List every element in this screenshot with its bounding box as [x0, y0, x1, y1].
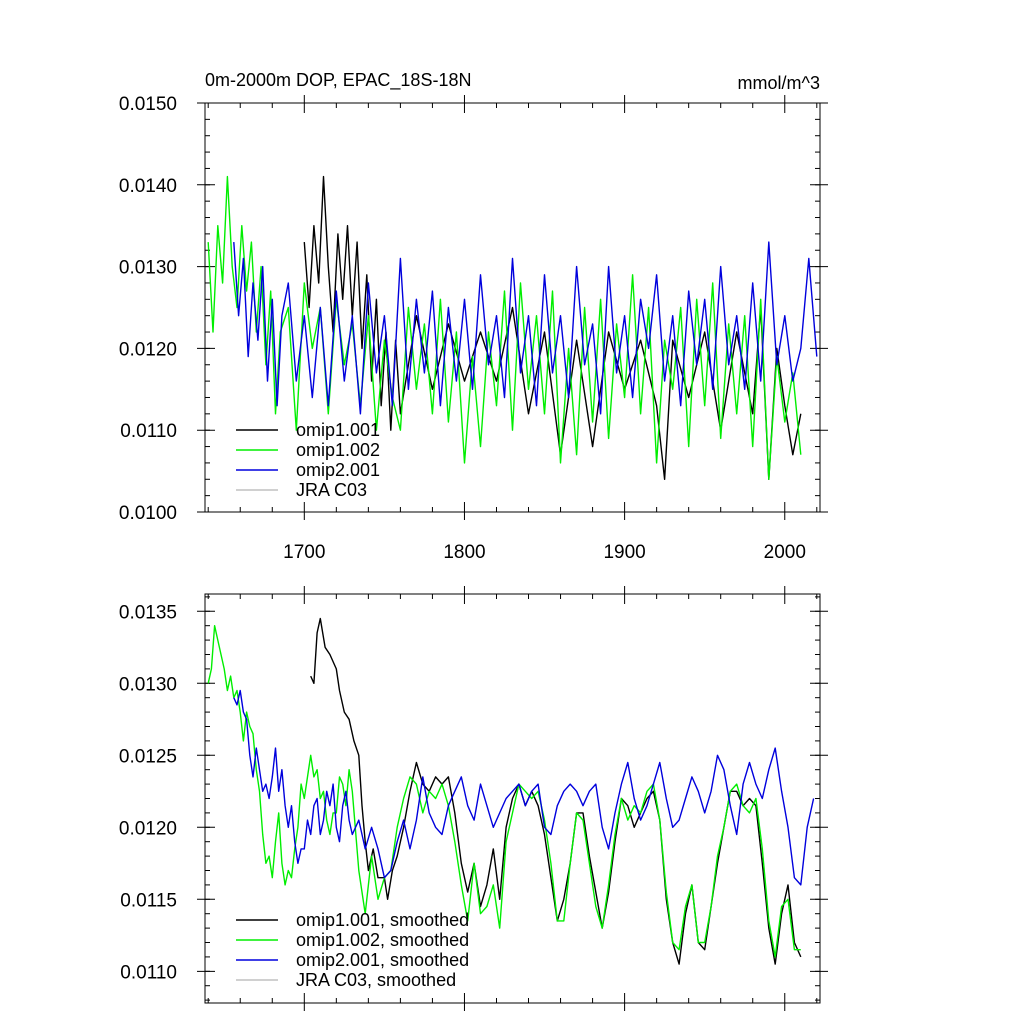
x-tick-label: 2000: [764, 542, 806, 563]
y-tick-label: 0.0120: [119, 818, 177, 839]
series-line-omip2-001-smoothed: [233, 689, 815, 886]
y-tick-label: 0.0135: [119, 602, 177, 623]
legend-label: omip1.002: [296, 440, 380, 460]
series-group: [207, 617, 815, 965]
y-tick-label: 0.0120: [119, 339, 177, 360]
legend-label: JRA C03, smoothed: [296, 970, 456, 990]
legend-label: omip1.001, smoothed: [296, 910, 469, 930]
y-tick-label: 0.0130: [119, 674, 177, 695]
y-tick-label: 0.0110: [120, 962, 177, 983]
chart-title: 0m-2000m DOP, EPAC_18S-18N: [205, 70, 471, 91]
series-line-omip1-002-smoothed: [207, 625, 801, 958]
units-label: mmol/m^3: [738, 73, 820, 93]
series-line-omip1-002: [207, 175, 802, 480]
series-group: [207, 175, 818, 480]
y-tick-label: 0.0100: [119, 503, 177, 524]
legend-label: omip1.001: [296, 420, 380, 440]
legend-label: omip2.001: [296, 460, 380, 480]
y-tick-label: 0.0150: [119, 94, 177, 115]
legend-label: omip2.001, smoothed: [296, 950, 469, 970]
legend-label: omip1.002, smoothed: [296, 930, 469, 950]
x-tick-label: 1700: [283, 542, 325, 563]
x-tick-label: 1800: [443, 542, 485, 563]
y-tick-label: 0.0110: [120, 421, 177, 442]
y-tick-label: 0.0130: [119, 258, 177, 279]
y-tick-label: 0.0140: [119, 176, 177, 197]
bottom-panel: 0.0110 0.0115 0.0120 0.0125 0.0130 0.0135 omip…: [119, 586, 828, 1011]
top-panel: 0.0100 0.0110 0.0120 0.0130 0.0140 0.0150 1700…: [119, 70, 828, 563]
legend-label: JRA C03: [296, 480, 367, 500]
y-tick-label: 0.0115: [120, 890, 177, 911]
x-tick-label: 1900: [603, 542, 645, 563]
y-tick-label: 0.0125: [119, 746, 177, 767]
series-line-omip2-001: [233, 241, 818, 415]
plot-frame: [204, 102, 821, 513]
